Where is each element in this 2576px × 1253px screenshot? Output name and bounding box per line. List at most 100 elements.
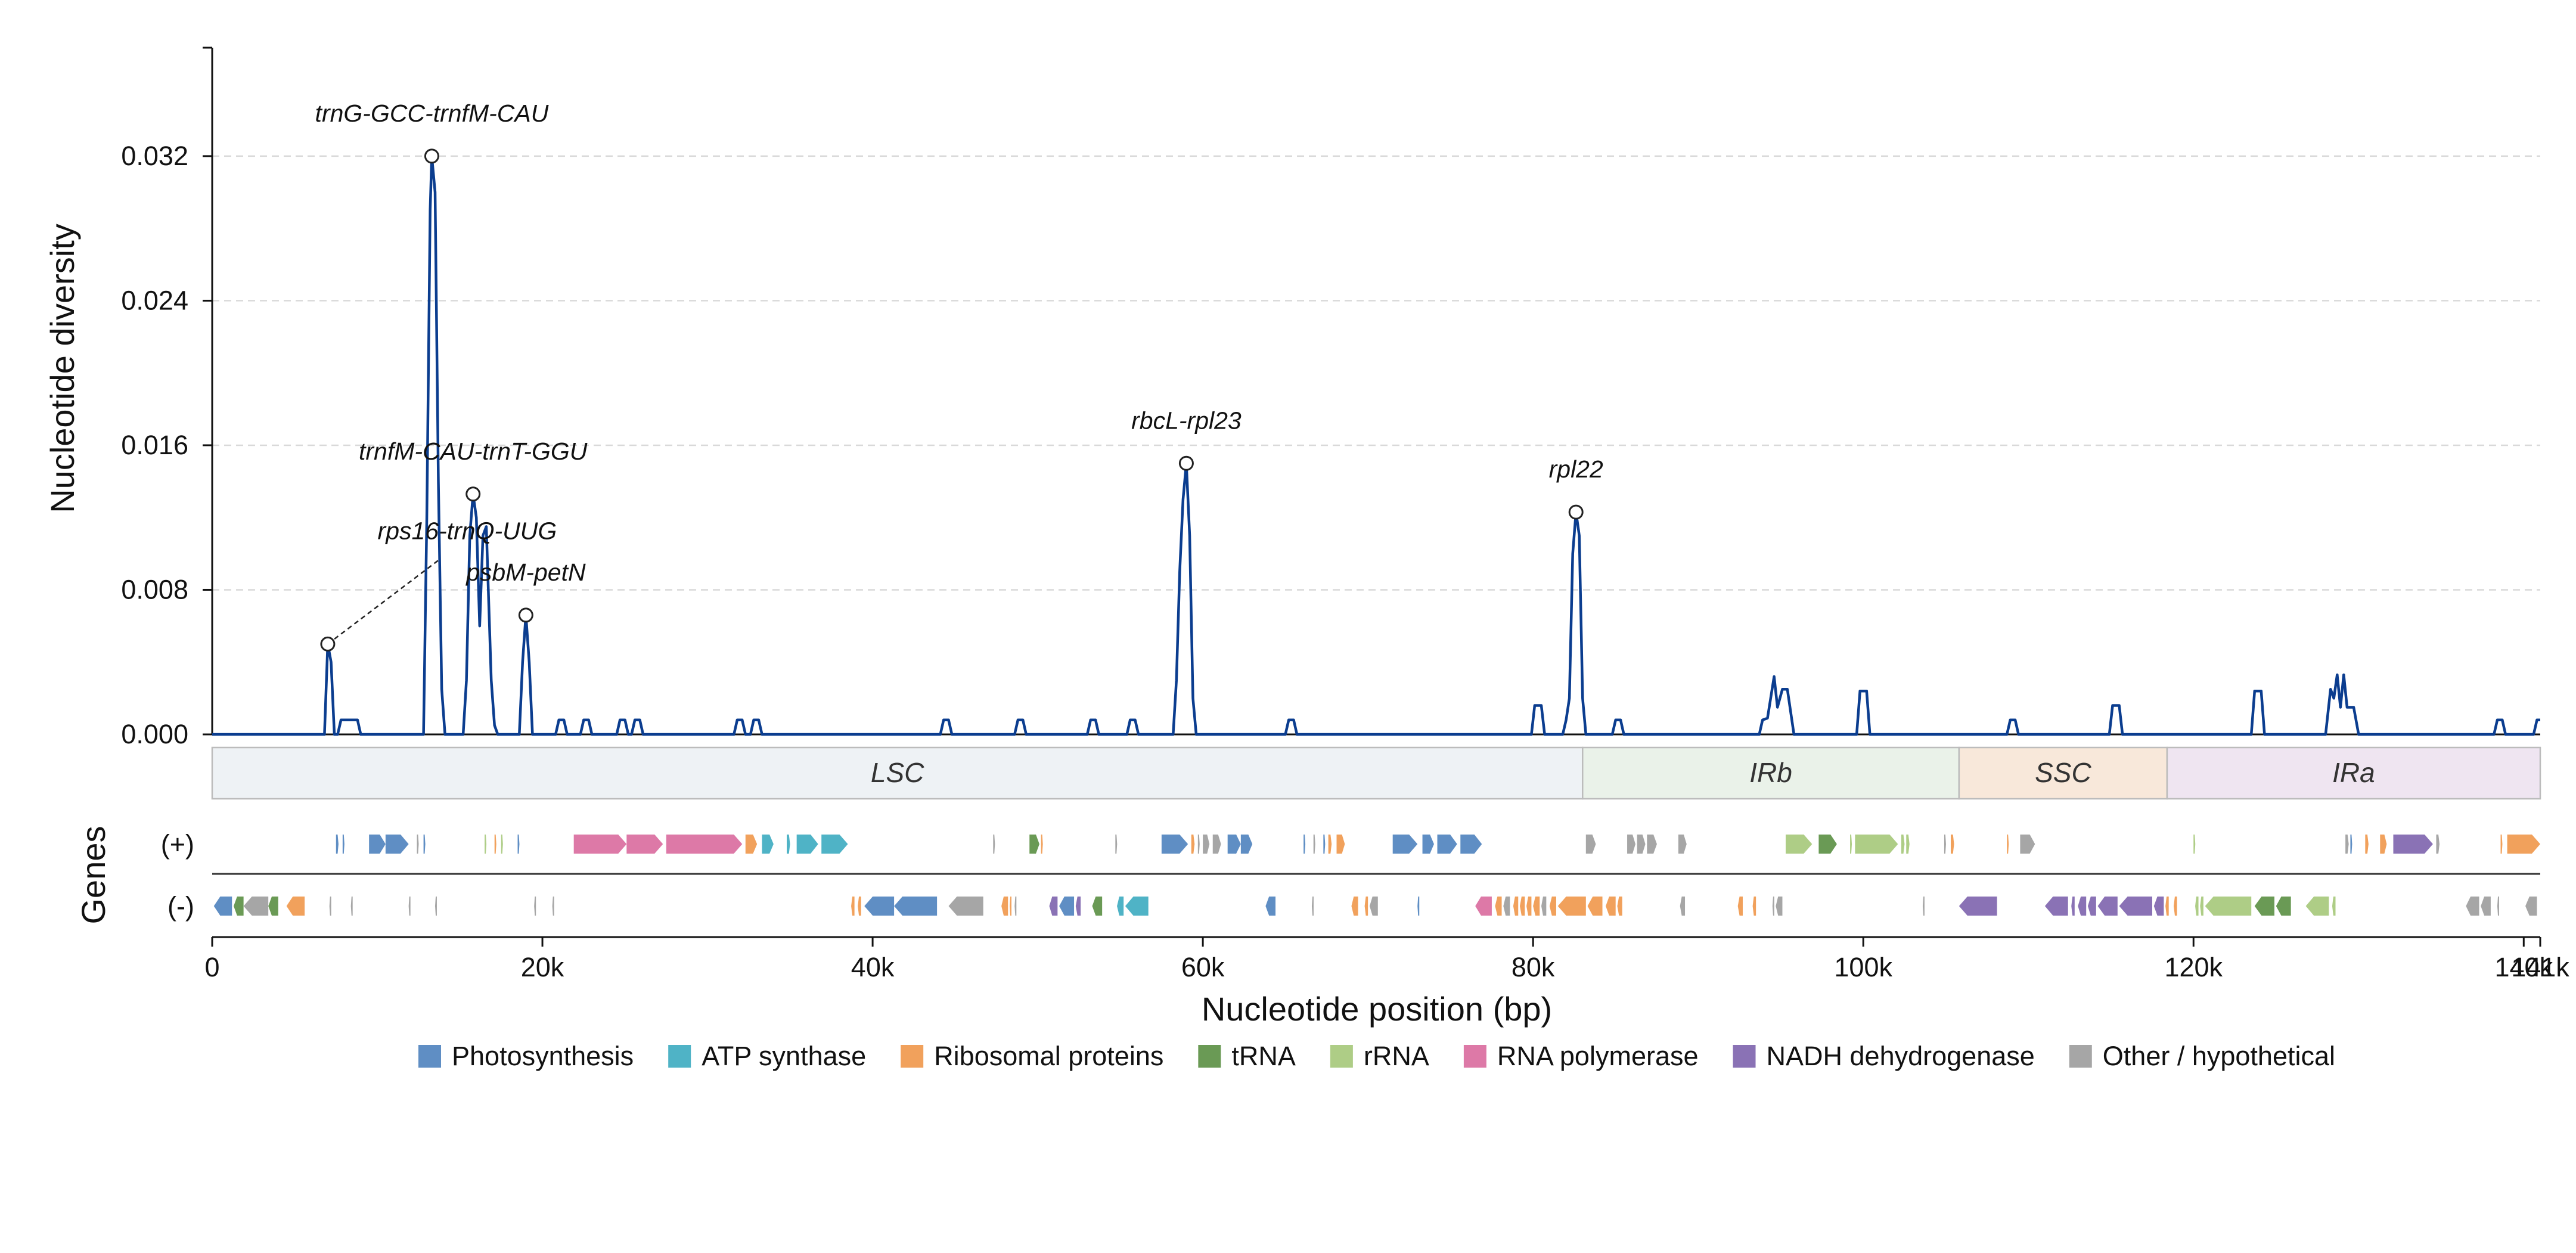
gene-arrow — [2507, 835, 2540, 854]
gene-arrow — [1049, 897, 1058, 916]
gene-arrow — [1014, 897, 1017, 916]
gene-arrow — [2481, 897, 2491, 916]
legend-swatch — [901, 1045, 924, 1068]
gene-arrow — [423, 835, 426, 854]
annotation-leader-line — [327, 560, 439, 645]
gene-arrow — [1495, 897, 1502, 916]
gene-arrow — [1001, 897, 1008, 916]
annotation-marker — [1178, 455, 1194, 471]
gene-arrow — [2007, 835, 2009, 854]
gene-arrow — [2305, 897, 2329, 916]
gene-arrow — [1328, 835, 1332, 854]
gene-arrow — [2020, 835, 2035, 854]
gene-arrow — [534, 897, 536, 916]
gene-arrow — [2193, 835, 2196, 854]
gene-arrow — [350, 897, 353, 916]
x-tick-label: 120k — [2164, 952, 2223, 982]
gene-arrow — [2165, 897, 2169, 916]
annotation-marker — [320, 636, 336, 652]
region-label-ira: IRa — [2332, 757, 2375, 788]
gene-arrow — [1460, 835, 1482, 854]
gene-arrow — [1752, 897, 1756, 916]
gene-arrow — [1606, 897, 1616, 916]
gene-arrow — [894, 897, 938, 916]
annotation-marker — [518, 607, 533, 623]
gene-arrow — [1313, 835, 1315, 854]
legend-swatch — [1733, 1045, 1756, 1068]
y-tick-label: 0.008 — [121, 574, 188, 604]
gene-arrow — [2436, 835, 2440, 854]
genes-axis-title: Genes — [75, 826, 112, 925]
gene-arrow — [1203, 835, 1210, 854]
legend[interactable]: Photosynthesis ATP synthase Ribosomal prot… — [418, 1041, 2335, 1071]
legend-label: tRNA — [1231, 1041, 1296, 1071]
gene-arrow — [268, 897, 278, 916]
gene-arrow — [2119, 897, 2152, 916]
gene-arrow — [1587, 897, 1603, 916]
gene-arrow — [1850, 835, 1852, 854]
gene-arrow — [573, 835, 627, 854]
x-tick-label: 40k — [851, 952, 895, 982]
gene-arrow — [1041, 835, 1043, 854]
gene-arrow — [369, 835, 386, 854]
gene-arrow — [1092, 897, 1103, 916]
gene-arrow — [1776, 897, 1783, 916]
gene-arrow — [1417, 897, 1420, 916]
legend-label: RNA polymerase — [1497, 1041, 1699, 1071]
gene-arrow — [2097, 897, 2118, 916]
legend-swatch — [1330, 1045, 1353, 1068]
gene-arrow — [1549, 897, 1556, 916]
x-tick-label: 80k — [1512, 952, 1555, 982]
gene-arrow — [2365, 835, 2369, 854]
gene-arrow — [2044, 897, 2068, 916]
gene-arrow — [2497, 897, 2499, 916]
gene-arrow — [2087, 897, 2096, 916]
gene-arrow — [1336, 835, 1345, 854]
gene-tracks: (+) (-) — [161, 829, 2540, 922]
gene-arrow — [342, 835, 344, 854]
region-label-irb: IRb — [1749, 757, 1792, 788]
region-box-ssc — [1958, 746, 2168, 800]
gene-arrow — [1212, 835, 1221, 854]
x-tick-label: 140k — [2495, 952, 2553, 982]
diversity-line-series — [212, 154, 2540, 736]
annotation-label: rps16-trnQ-UUG — [378, 517, 557, 544]
gene-arrow — [1227, 835, 1241, 854]
legend-swatch — [668, 1045, 691, 1068]
gene-arrow — [1647, 835, 1657, 854]
gene-arrow — [1369, 897, 1378, 916]
diversity-line — [212, 154, 2540, 736]
gene-arrow — [501, 835, 503, 854]
gene-arrow — [1029, 835, 1039, 854]
x-tick-label: 0 — [204, 952, 219, 982]
x-tick-label: 20k — [521, 952, 564, 982]
gene-arrow — [1265, 897, 1276, 916]
gene-arrow — [993, 835, 995, 854]
gene-arrow — [1637, 835, 1646, 854]
gene-arrow — [1115, 835, 1118, 854]
legend-label: Photosynthesis — [452, 1041, 634, 1071]
gene-arrow — [1303, 835, 1306, 854]
gene-arrow — [1311, 897, 1314, 916]
gene-arrow — [858, 897, 861, 916]
gene-arrow — [1627, 835, 1635, 854]
gene-arrow — [2345, 835, 2349, 854]
gene-arrow — [2071, 897, 2075, 916]
gene-arrow — [1557, 897, 1586, 916]
gene-arrow — [286, 897, 305, 916]
gene-arrow — [1786, 835, 1812, 854]
gene-arrow — [2350, 835, 2352, 854]
gene-arrow — [1323, 835, 1326, 854]
gene-arrow — [485, 835, 487, 854]
gene-arrow — [1191, 835, 1195, 854]
grid-lines — [212, 155, 2540, 591]
gene-arrow — [1959, 897, 1997, 916]
region-label-ssc: SSC — [2035, 757, 2091, 788]
legend-swatch — [1198, 1045, 1221, 1068]
gene-arrow — [234, 897, 244, 916]
gene-arrow — [1010, 897, 1012, 916]
gene-arrow — [2078, 897, 2087, 916]
gene-arrow — [1680, 897, 1686, 916]
gene-arrow — [552, 897, 554, 916]
strand-label-minus: (-) — [167, 891, 194, 922]
